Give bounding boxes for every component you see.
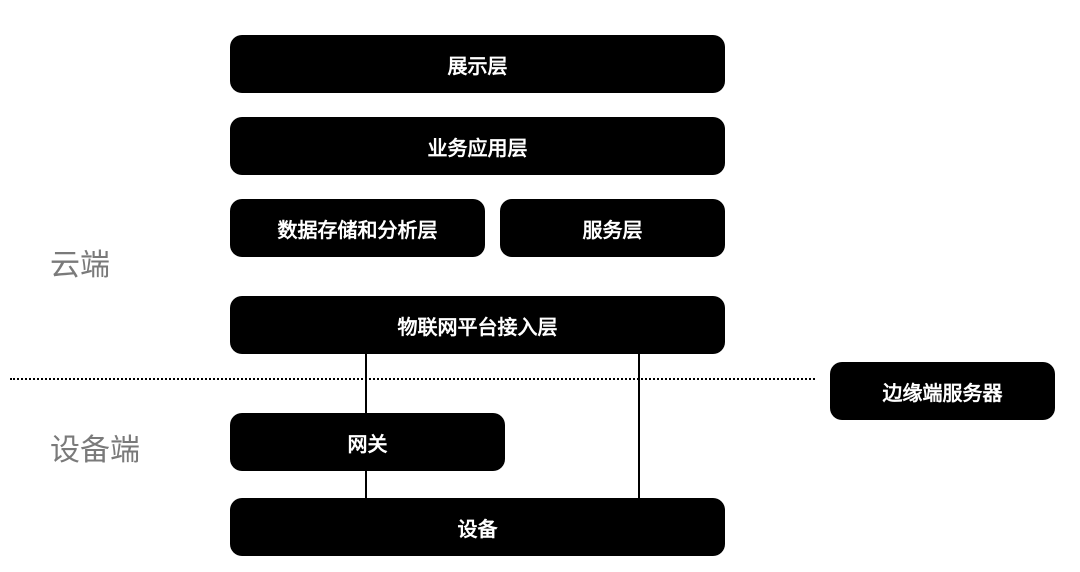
connector-gateway-to-device [365,471,367,498]
node-gateway: 网关 [230,413,505,471]
section-label-cloud: 云端 [50,240,190,290]
connector-access-to-gateway [365,354,367,413]
layer-application: 业务应用层 [230,117,725,175]
connector-access-to-device [638,354,640,498]
layer-presentation: 展示层 [230,35,725,93]
node-edge-server: 边缘端服务器 [830,362,1055,420]
node-device: 设备 [230,498,725,556]
layer-storage-analysis: 数据存储和分析层 [230,199,485,257]
layer-iot-access: 物联网平台接入层 [230,296,725,354]
diagram-canvas: 云端 设备端 展示层 业务应用层 数据存储和分析层 服务层 物联网平台接入层 网… [0,0,1080,572]
section-divider [10,378,815,380]
layer-service: 服务层 [500,199,725,257]
section-label-device: 设备端 [50,425,190,475]
